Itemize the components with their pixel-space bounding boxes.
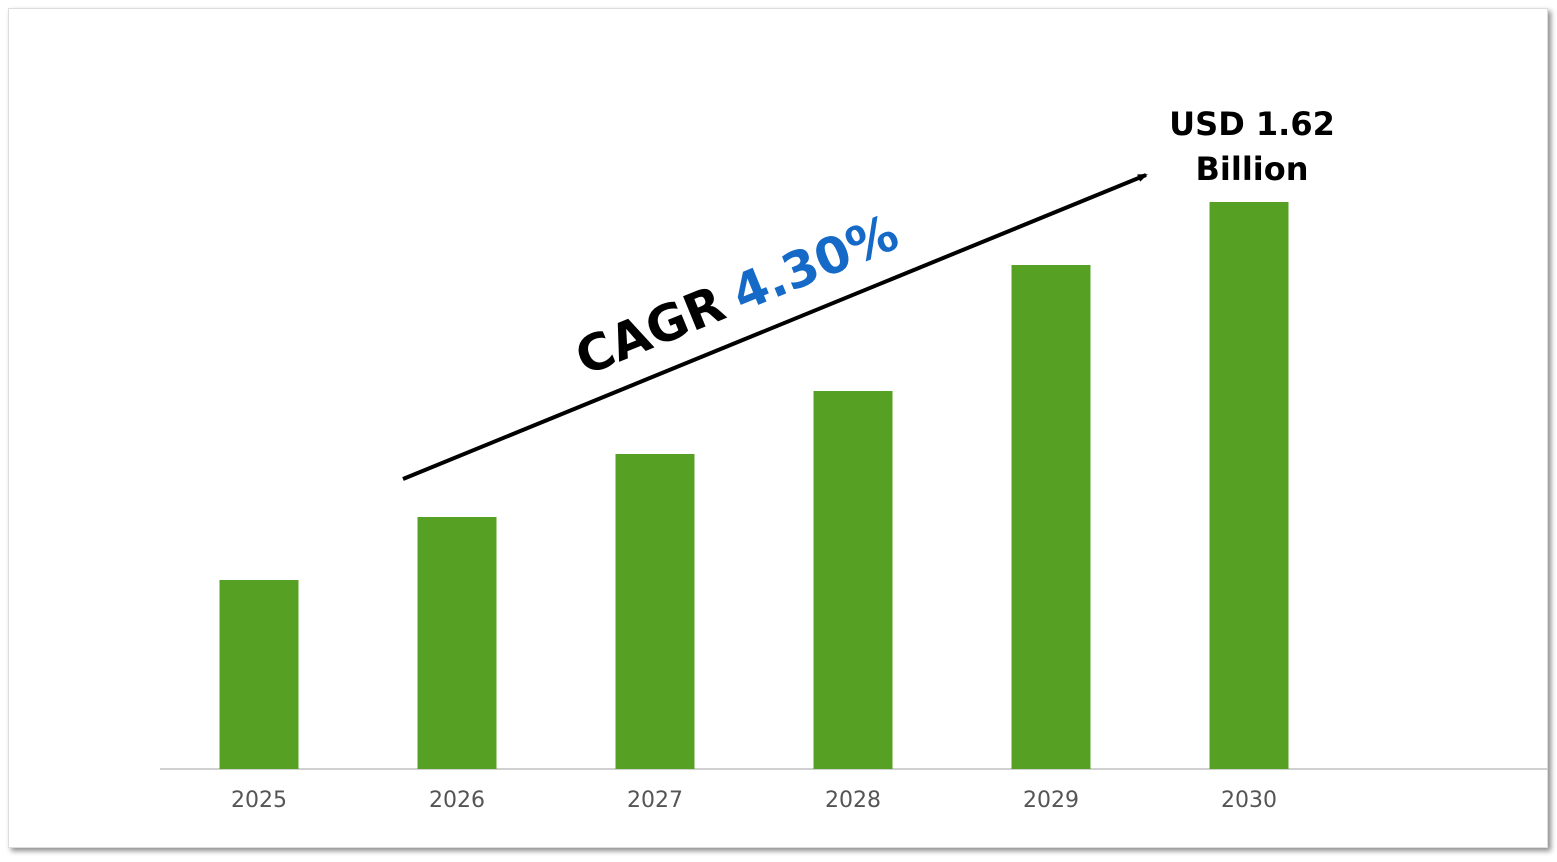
x-tick-label: 2026 xyxy=(429,788,485,813)
cagr-value: 4.30% xyxy=(724,203,907,322)
bar xyxy=(417,517,497,769)
bar xyxy=(1011,265,1091,769)
bar xyxy=(1209,202,1289,769)
trend-arrow xyxy=(402,173,1148,481)
cagr-label: CAGR xyxy=(567,274,732,386)
x-tick-label: 2027 xyxy=(627,788,683,813)
x-tick-label: 2029 xyxy=(1023,788,1079,813)
bar xyxy=(813,391,893,769)
x-tick-label: 2030 xyxy=(1221,788,1277,813)
x-tick-label: 2025 xyxy=(231,788,287,813)
x-tick-label: 2028 xyxy=(825,788,881,813)
value-label: USD 1.62 Billion xyxy=(1169,105,1335,188)
bar xyxy=(615,454,695,769)
bar xyxy=(219,580,299,769)
